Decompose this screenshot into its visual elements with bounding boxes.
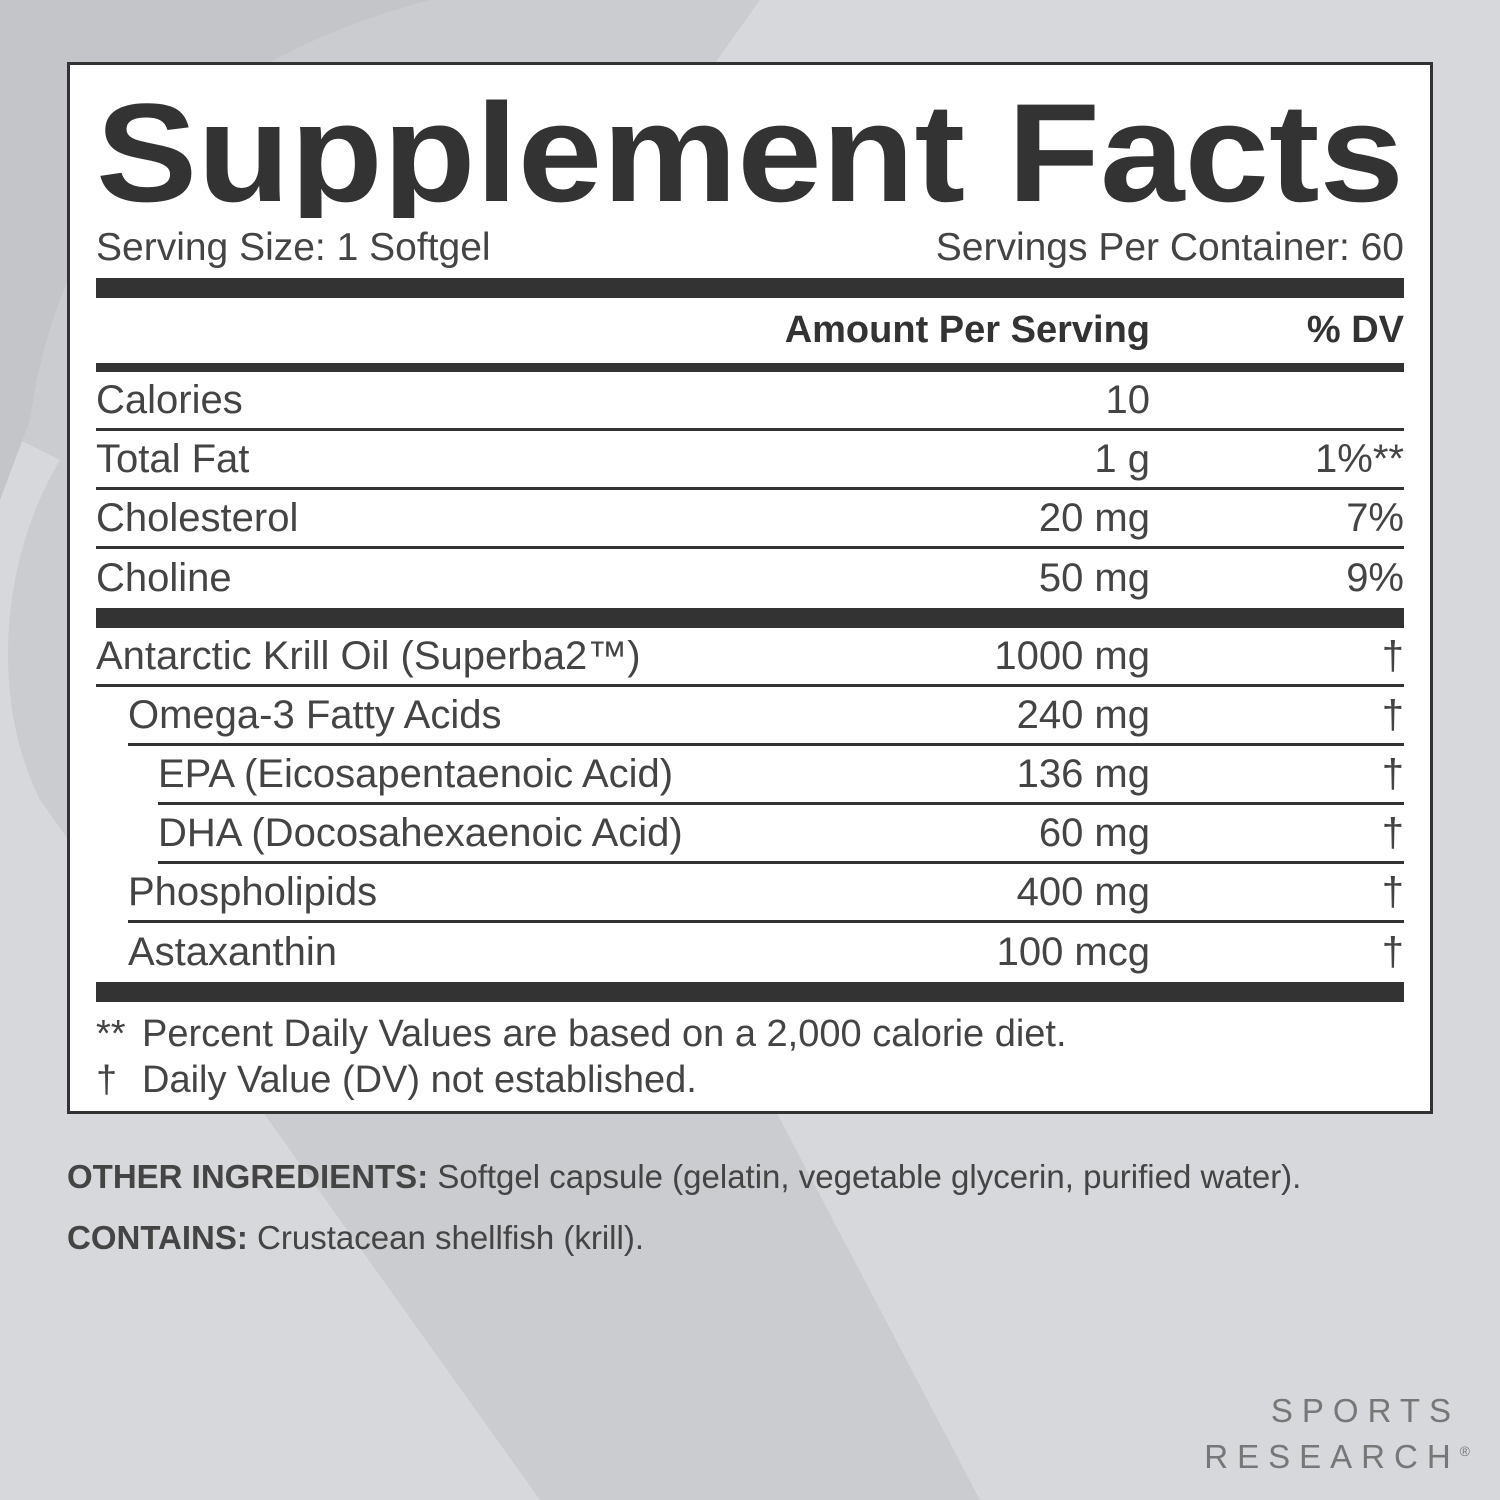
row-amount: 1 g [1094, 436, 1150, 481]
row-amount: 100 mcg [996, 930, 1150, 974]
nutrient-row: Total Fat 1 g 1%** [96, 431, 1404, 490]
footnote-text: Percent Daily Values are based on a 2,00… [142, 1012, 1067, 1055]
footnote-mark: ** [96, 1012, 126, 1055]
nutrient-row: Antarctic Krill Oil (Superba2™) 1000 mg † [96, 628, 1404, 687]
ingredient-rows: Antarctic Krill Oil (Superba2™) 1000 mg † O… [96, 628, 1404, 982]
title: Supplement Facts [96, 74, 1404, 218]
row-dv: 9% [1346, 556, 1404, 600]
other-ingredients-text: Softgel capsule (gelatin, vegetable glyc… [437, 1158, 1302, 1195]
row-dv: † [1381, 633, 1404, 678]
row-amount: 10 [1105, 377, 1151, 422]
row-name: Phospholipids [128, 869, 378, 914]
footnote: ** Percent Daily Values are based on a 2,… [96, 1011, 1404, 1057]
row-amount: 60 mg [1038, 810, 1150, 855]
brand-line: RESEARCH® [1204, 1438, 1470, 1476]
row-name: DHA (Docosahexaenoic Acid) [158, 810, 683, 855]
row-name: Total Fat [96, 436, 250, 481]
divider [96, 982, 1404, 1002]
row-name: Omega-3 Fatty Acids [128, 692, 502, 737]
nutrient-row: Cholesterol 20 mg 7% [96, 490, 1404, 549]
row-name: Cholesterol [96, 495, 299, 540]
row-dv: † [1381, 930, 1404, 974]
footnote: † Daily Value (DV) not established. [96, 1057, 1404, 1103]
dv-header: % DV [1306, 309, 1404, 351]
divider [96, 608, 1404, 628]
row-amount: 50 mg [1038, 556, 1150, 600]
footnote-text: Daily Value (DV) not established. [142, 1058, 697, 1101]
other-ingredients: OTHER INGREDIENTS: Softgel capsule (gela… [67, 1158, 1301, 1196]
row-amount: 136 mg [1016, 751, 1150, 796]
column-header: Amount Per Serving % DV [96, 298, 1404, 363]
row-dv: 1%** [1315, 436, 1404, 481]
footnotes: ** Percent Daily Values are based on a 2,… [96, 1002, 1404, 1103]
servings-per-container: Servings Per Container: 60 [935, 226, 1404, 269]
divider [96, 278, 1404, 298]
nutrient-row: Astaxanthin 100 mcg † [128, 923, 1404, 982]
row-amount: 240 mg [1016, 692, 1150, 737]
row-name: Astaxanthin [128, 930, 338, 974]
row-dv: † [1381, 692, 1404, 737]
serving-size: Serving Size: 1 Softgel [96, 226, 491, 269]
footnote-mark: † [96, 1058, 118, 1101]
nutrient-row: Omega-3 Fatty Acids 240 mg † [128, 687, 1404, 746]
nutrient-rows: Calories 10 Total Fat 1 g 1%** Cholesterol 20 … [96, 372, 1404, 608]
row-name: Antarctic Krill Oil (Superba2™) [96, 633, 641, 678]
title-box: Supplement Facts [96, 74, 1404, 218]
contains-label: CONTAINS: [67, 1219, 248, 1256]
row-dv: † [1381, 751, 1404, 796]
row-dv: 7% [1346, 495, 1404, 540]
row-amount: 20 mg [1038, 495, 1150, 540]
row-dv: † [1381, 810, 1404, 855]
brand-name: RESEARCH [1204, 1438, 1460, 1475]
nutrient-row: Choline 50 mg 9% [96, 549, 1404, 608]
amount-header: Amount Per Serving [784, 309, 1150, 351]
nutrient-row: DHA (Docosahexaenoic Acid) 60 mg † [158, 805, 1404, 864]
row-dv: † [1381, 869, 1404, 914]
supplement-facts-panel: Supplement Facts Serving Size: 1 Softgel… [67, 62, 1433, 1114]
row-amount: 1000 mg [994, 633, 1150, 678]
other-ingredients-label: OTHER INGREDIENTS: [67, 1158, 429, 1195]
nutrient-row: Phospholipids 400 mg † [128, 864, 1404, 923]
divider [96, 363, 1404, 372]
row-amount: 400 mg [1016, 869, 1150, 914]
row-name: Calories [96, 377, 243, 422]
brand-line: SPORTS [1270, 1392, 1460, 1429]
brand-mark: ® [1459, 1443, 1470, 1459]
row-name: EPA (Eicosapentaenoic Acid) [158, 751, 674, 796]
contains: CONTAINS: Crustacean shellfish (krill). [67, 1219, 644, 1257]
panel-content: Supplement Facts Serving Size: 1 Softgel… [96, 65, 1404, 1103]
contains-text: Crustacean shellfish (krill). [257, 1219, 644, 1256]
nutrient-row: EPA (Eicosapentaenoic Acid) 136 mg † [158, 746, 1404, 805]
nutrient-row: Calories 10 [96, 372, 1404, 431]
row-name: Choline [96, 556, 232, 600]
serving-info: Serving Size: 1 Softgel Servings Per Con… [96, 218, 1404, 278]
